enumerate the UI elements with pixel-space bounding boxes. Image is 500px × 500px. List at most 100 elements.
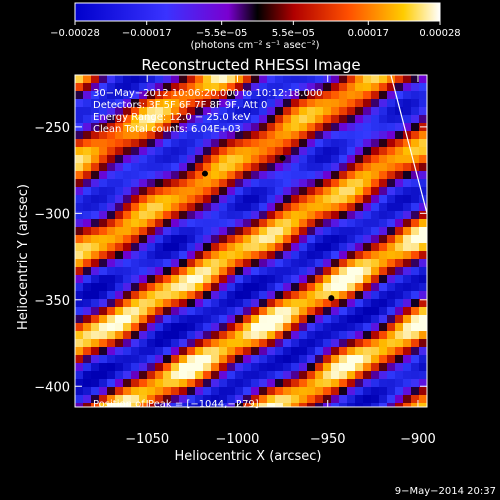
heatmap-cell <box>171 115 179 123</box>
heatmap-cell <box>251 131 259 139</box>
heatmap-cell <box>379 283 387 291</box>
heatmap-cell <box>139 75 147 83</box>
heatmap-cell <box>75 155 83 163</box>
heatmap-cell <box>91 83 99 91</box>
heatmap-cell <box>315 195 323 203</box>
heatmap-cell <box>315 331 323 339</box>
heatmap-cell <box>411 251 419 259</box>
heatmap-cell <box>347 75 355 83</box>
heatmap-cell <box>131 251 139 259</box>
heatmap-cell <box>235 235 243 243</box>
heatmap-cell <box>227 347 235 355</box>
heatmap-cell <box>155 291 163 299</box>
colorbar-tick-label: 0.00028 <box>419 28 460 39</box>
heatmap-cell <box>243 371 251 379</box>
heatmap-cell <box>83 83 91 91</box>
heatmap-cell <box>91 331 99 339</box>
heatmap-cell <box>283 347 291 355</box>
heatmap-cell <box>283 267 291 275</box>
heatmap-cell <box>203 371 211 379</box>
heatmap-cell <box>243 219 251 227</box>
heatmap-cell <box>227 107 235 115</box>
heatmap-cell <box>419 147 427 155</box>
heatmap-cell <box>179 275 187 283</box>
heatmap-cell <box>195 363 203 371</box>
heatmap-cell <box>339 387 347 395</box>
heatmap-cell <box>91 139 99 147</box>
heatmap-cell <box>363 123 371 131</box>
heatmap-cell <box>139 227 147 235</box>
heatmap-cell <box>307 131 315 139</box>
heatmap-cell <box>291 331 299 339</box>
heatmap-cell <box>131 363 139 371</box>
heatmap-cell <box>235 179 243 187</box>
heatmap-cell <box>371 291 379 299</box>
heatmap-cell <box>155 243 163 251</box>
heatmap-cell <box>379 155 387 163</box>
heatmap-cell <box>275 259 283 267</box>
heatmap-cell <box>267 243 275 251</box>
heatmap-cell <box>323 99 331 107</box>
heatmap-cell <box>251 355 259 363</box>
heatmap-cell <box>307 115 315 123</box>
heatmap-cell <box>379 195 387 203</box>
heatmap-cell <box>379 75 387 83</box>
heatmap-cell <box>347 227 355 235</box>
heatmap-cell <box>171 179 179 187</box>
heatmap-cell <box>267 235 275 243</box>
heatmap-cell <box>91 379 99 387</box>
heatmap-cell <box>171 315 179 323</box>
heatmap-cell <box>371 179 379 187</box>
heatmap-cell <box>107 139 115 147</box>
heatmap-cell <box>299 171 307 179</box>
info-annotations: 30−May−2012 10:06:20.000 to 10:12:18.000… <box>93 88 323 410</box>
heatmap-cell <box>267 387 275 395</box>
heatmap-cell <box>123 363 131 371</box>
heatmap-cell <box>99 139 107 147</box>
heatmap-cell <box>147 171 155 179</box>
heatmap-cell <box>219 259 227 267</box>
heatmap-cell <box>123 155 131 163</box>
heatmap-cell <box>107 179 115 187</box>
heatmap-cell <box>211 91 219 99</box>
heatmap-cell <box>91 283 99 291</box>
heatmap-cell <box>347 163 355 171</box>
heatmap-cell <box>187 211 195 219</box>
heatmap-cell <box>147 347 155 355</box>
heatmap-cell <box>227 115 235 123</box>
heatmap-cell <box>283 123 291 131</box>
heatmap-cell <box>147 339 155 347</box>
heatmap-cell <box>91 91 99 99</box>
heatmap-cell <box>83 251 91 259</box>
heatmap-cell <box>179 387 187 395</box>
heatmap-cell <box>363 131 371 139</box>
heatmap-cell <box>395 291 403 299</box>
heatmap-cell <box>83 371 91 379</box>
heatmap-cell <box>235 123 243 131</box>
heatmap-cell <box>307 123 315 131</box>
heatmap-cell <box>115 395 123 403</box>
heatmap-cell <box>363 251 371 259</box>
heatmap-cell <box>395 211 403 219</box>
heatmap-cell <box>155 211 163 219</box>
heatmap-cell <box>91 147 99 155</box>
heatmap-cell <box>147 139 155 147</box>
heatmap-cell <box>131 139 139 147</box>
heatmap-cell <box>283 275 291 283</box>
heatmap-cell <box>323 187 331 195</box>
heatmap-cell <box>91 131 99 139</box>
heatmap-cell <box>235 211 243 219</box>
heatmap-cell <box>395 371 403 379</box>
heatmap-cell <box>323 347 331 355</box>
heatmap-cell <box>99 403 107 407</box>
heatmap-cell <box>419 227 427 235</box>
heatmap-cell <box>107 387 115 395</box>
heatmap-cell <box>131 219 139 227</box>
heatmap-cell <box>147 99 155 107</box>
heatmap-cell <box>147 83 155 91</box>
heatmap-cell <box>251 379 259 387</box>
heatmap-cell <box>115 147 123 155</box>
heatmap-cell <box>107 291 115 299</box>
heatmap-cell <box>195 171 203 179</box>
heatmap-cell <box>235 387 243 395</box>
